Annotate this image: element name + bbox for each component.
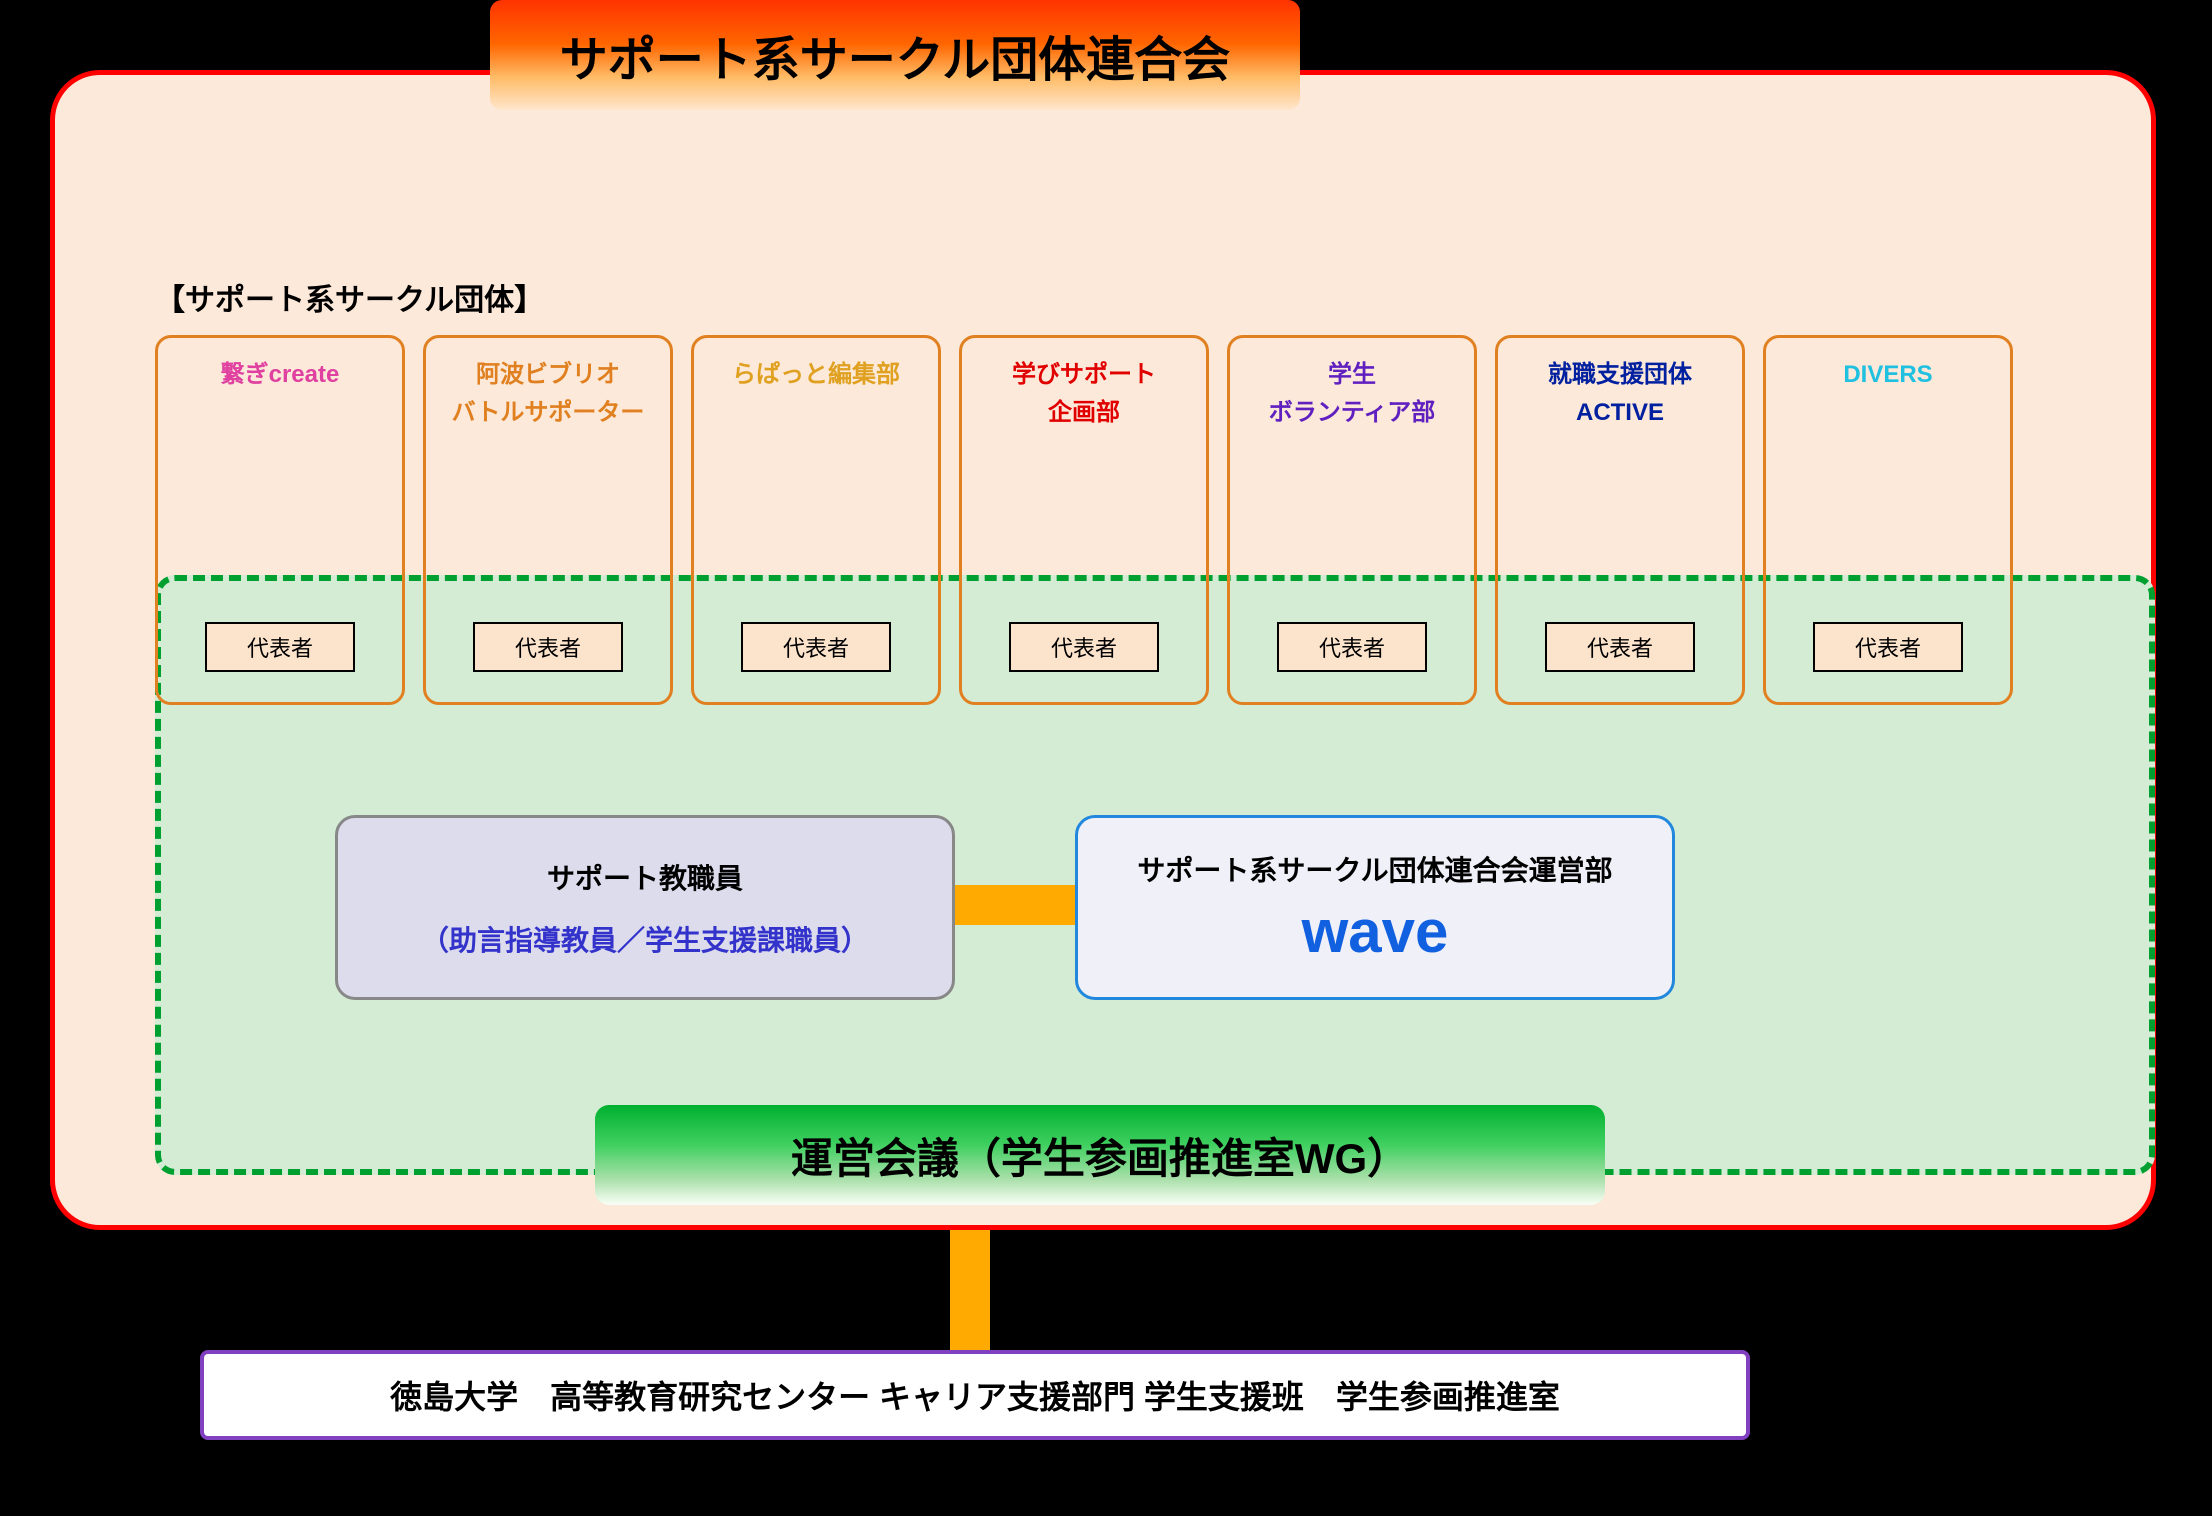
circle-title: DIVERS — [1843, 356, 1932, 394]
circle-box: 就職支援団体ACTIVE 代表者 — [1495, 335, 1745, 705]
circle-title: 阿波ビブリオバトルサポーター — [452, 356, 645, 433]
wave-box: サポート系サークル団体連合会運営部 wave — [1075, 815, 1675, 1000]
representative-box: 代表者 — [1813, 622, 1963, 672]
connector-horizontal — [955, 885, 1075, 925]
circle-title: 就職支援団体ACTIVE — [1548, 356, 1692, 433]
representative-box: 代表者 — [205, 622, 355, 672]
circle-box: らぱっと編集部代表者 — [691, 335, 941, 705]
representative-box: 代表者 — [1009, 622, 1159, 672]
staff-box: サポート教職員 （助言指導教員／学生支援課職員） — [335, 815, 955, 1000]
wave-title: wave — [1302, 897, 1449, 966]
representative-box: 代表者 — [1277, 622, 1427, 672]
wave-subtitle: サポート系サークル団体連合会運営部 — [1137, 849, 1612, 889]
representative-box: 代表者 — [741, 622, 891, 672]
staff-title: サポート教職員 — [547, 857, 743, 897]
title-banner-text: サポート系サークル団体連合会 — [560, 20, 1231, 90]
circle-title: 繋ぎcreate — [221, 356, 340, 394]
circle-title: らぱっと編集部 — [732, 356, 900, 394]
meeting-banner: 運営会議（学生参画推進室WG） — [595, 1105, 1605, 1205]
circle-title: 学びサポート企画部 — [1012, 356, 1156, 433]
circle-box: 繋ぎcreate 代表者 — [155, 335, 405, 705]
circle-box: 学生ボランティア部代表者 — [1227, 335, 1477, 705]
circle-box: 阿波ビブリオバトルサポーター代表者 — [423, 335, 673, 705]
representative-box: 代表者 — [1545, 622, 1695, 672]
section-label: 【サポート系サークル団体】 — [155, 275, 544, 319]
circle-box: 学びサポート企画部代表者 — [959, 335, 1209, 705]
bottom-box: 徳島大学 高等教育研究センター キャリア支援部門 学生支援班 学生参画推進室 — [200, 1350, 1750, 1440]
representative-box: 代表者 — [473, 622, 623, 672]
title-banner: サポート系サークル団体連合会 — [490, 0, 1300, 110]
circles-row: 繋ぎcreate代表者阿波ビブリオバトルサポーター代表者らぱっと編集部代表者学び… — [155, 335, 2155, 705]
meeting-banner-text: 運営会議（学生参画推進室WG） — [791, 1125, 1409, 1186]
staff-subtitle: （助言指導教員／学生支援課職員） — [421, 919, 869, 959]
circle-box: DIVERS 代表者 — [1763, 335, 2013, 705]
main-container: 【サポート系サークル団体】 繋ぎcreate代表者阿波ビブリオバトルサポーター代… — [50, 70, 2156, 1230]
connector-vertical — [950, 1230, 990, 1355]
circle-title: 学生ボランティア部 — [1269, 356, 1436, 433]
bottom-box-text: 徳島大学 高等教育研究センター キャリア支援部門 学生支援班 学生参画推進室 — [390, 1372, 1560, 1418]
